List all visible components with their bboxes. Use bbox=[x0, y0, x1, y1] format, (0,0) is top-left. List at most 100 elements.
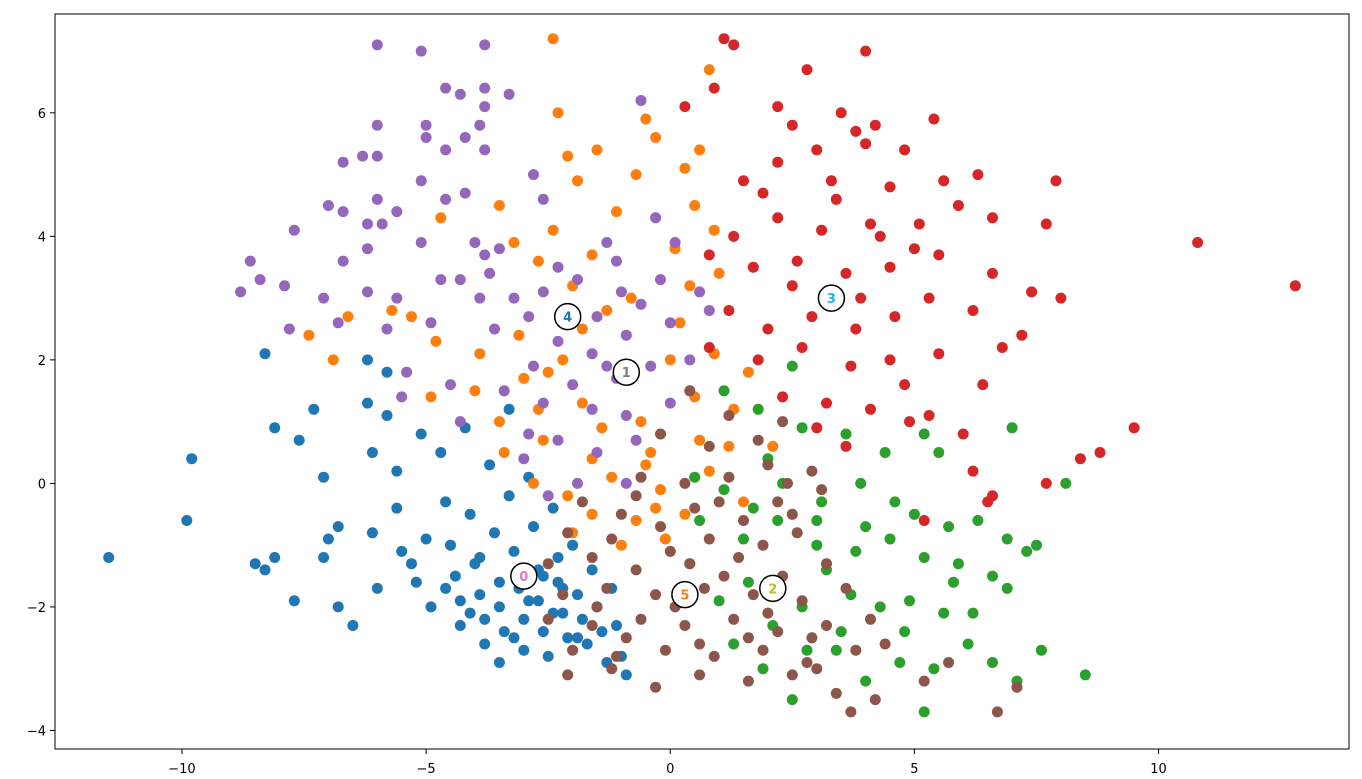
cluster-3-point bbox=[840, 267, 852, 279]
cluster-4-point bbox=[630, 434, 642, 446]
cluster-1-point bbox=[474, 348, 486, 360]
cluster-5-point bbox=[576, 496, 588, 508]
cluster-1-point bbox=[694, 434, 706, 446]
cluster-2-point bbox=[1060, 477, 1072, 489]
cluster-0-point bbox=[259, 564, 271, 576]
cluster-3-point bbox=[850, 125, 862, 137]
cluster-0-point bbox=[586, 564, 598, 576]
cluster-1-point bbox=[684, 280, 696, 292]
centroid-label: 5 bbox=[680, 589, 689, 604]
cluster-5-point bbox=[542, 558, 554, 570]
cluster-3-point bbox=[835, 107, 847, 119]
cluster-2-point bbox=[908, 508, 920, 520]
cluster-4-point bbox=[567, 379, 579, 391]
cluster-3-point bbox=[845, 360, 857, 372]
cluster-2-point bbox=[987, 570, 998, 582]
centroid-3: 3 bbox=[817, 284, 846, 312]
cluster-3-point bbox=[957, 428, 969, 440]
cluster-4-point bbox=[371, 150, 383, 162]
cluster-3-point bbox=[933, 348, 945, 360]
cluster-2-point bbox=[894, 657, 906, 668]
cluster-1-point bbox=[542, 366, 554, 378]
cluster-3-point bbox=[777, 391, 789, 403]
cluster-4-point bbox=[664, 317, 676, 329]
cluster-1-point bbox=[664, 354, 676, 366]
cluster-3-point bbox=[1016, 329, 1028, 341]
cluster-4-point bbox=[684, 354, 696, 366]
cluster-3-point bbox=[738, 175, 749, 187]
cluster-5-point bbox=[718, 570, 730, 582]
cluster-4-point bbox=[586, 403, 598, 415]
cluster-4-point bbox=[518, 453, 530, 465]
cluster-1-point bbox=[625, 292, 637, 304]
cluster-0-point bbox=[347, 620, 359, 631]
cluster-3-point bbox=[1128, 422, 1140, 434]
cluster-1-point bbox=[611, 206, 622, 218]
cluster-4-point bbox=[440, 193, 452, 205]
cluster-5-point bbox=[821, 620, 832, 631]
cluster-4-point bbox=[254, 274, 266, 286]
cluster-4-point bbox=[552, 335, 564, 347]
cluster-3-point bbox=[884, 354, 896, 366]
cluster-2-point bbox=[943, 521, 955, 533]
cluster-1-point bbox=[679, 508, 691, 520]
cluster-0-point bbox=[498, 626, 510, 638]
cluster-4-point bbox=[655, 274, 666, 286]
cluster-5-point bbox=[830, 687, 842, 699]
cluster-5-point bbox=[991, 706, 1003, 718]
cluster-0-point bbox=[537, 626, 549, 638]
cluster-3-point bbox=[816, 224, 828, 236]
cluster-1-point bbox=[679, 162, 691, 174]
cluster-3-point bbox=[679, 101, 691, 113]
cluster-4-point bbox=[435, 274, 447, 286]
cluster-0-point bbox=[572, 589, 583, 601]
cluster-1-point bbox=[767, 440, 779, 452]
cluster-4-point bbox=[498, 385, 510, 397]
cluster-4-point bbox=[537, 193, 549, 205]
cluster-1-point bbox=[557, 354, 569, 366]
cluster-4-point bbox=[371, 39, 383, 51]
cluster-3-point bbox=[1050, 175, 1062, 187]
cluster-4-point bbox=[503, 88, 515, 100]
cluster-1-point bbox=[547, 224, 559, 236]
cluster-0-point bbox=[552, 552, 564, 563]
cluster-0-point bbox=[288, 595, 300, 607]
scatter-points bbox=[103, 33, 1301, 718]
cluster-2-point bbox=[948, 576, 959, 588]
cluster-3-point bbox=[728, 230, 740, 242]
cluster-0-point bbox=[406, 558, 417, 570]
cluster-1-point bbox=[342, 311, 354, 323]
cluster-2-point bbox=[855, 477, 867, 489]
cluster-5-point bbox=[723, 471, 735, 483]
cluster-4-point bbox=[635, 298, 647, 310]
cluster-0-point bbox=[489, 527, 500, 539]
cluster-2-point bbox=[1021, 545, 1033, 557]
cluster-3-point bbox=[728, 39, 740, 51]
cluster-5-point bbox=[620, 632, 632, 644]
centroid-0: 0 bbox=[510, 562, 538, 590]
cluster-5-point bbox=[630, 564, 642, 576]
cluster-3-point bbox=[1074, 453, 1086, 465]
centroid-marker bbox=[817, 284, 846, 312]
cluster-4-point bbox=[371, 193, 383, 205]
cluster-5-point bbox=[786, 669, 798, 681]
cluster-3-point bbox=[987, 212, 998, 224]
cluster-4-point bbox=[552, 261, 564, 273]
cluster-2-point bbox=[830, 644, 842, 656]
centroid-label: 0 bbox=[519, 570, 528, 585]
x-tick-label: 10 bbox=[1150, 762, 1167, 777]
cluster-5-point bbox=[601, 582, 613, 594]
cluster-3-point bbox=[850, 323, 862, 335]
cluster-1-point bbox=[713, 267, 725, 279]
centroid-marker bbox=[759, 574, 787, 603]
cluster-0-point bbox=[567, 539, 579, 551]
cluster-3-point bbox=[772, 156, 784, 168]
cluster-0-point bbox=[479, 638, 491, 650]
cluster-0-point bbox=[391, 465, 403, 477]
cluster-2-point bbox=[918, 706, 930, 718]
cluster-1-point bbox=[689, 200, 701, 211]
cluster-4-point bbox=[440, 144, 452, 156]
cluster-0-point bbox=[425, 601, 437, 613]
cluster-0-point bbox=[322, 533, 334, 545]
cluster-3-point bbox=[811, 422, 823, 434]
